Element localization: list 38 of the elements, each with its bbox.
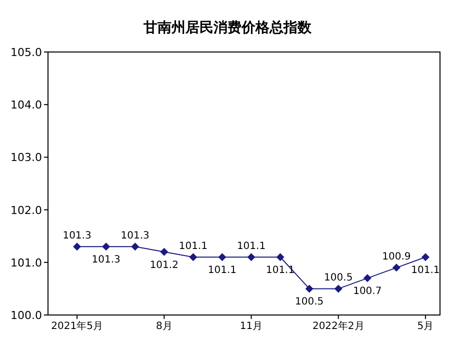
point	[392, 264, 400, 272]
point	[160, 248, 168, 256]
data-label: 100.5	[324, 272, 353, 284]
point	[363, 274, 372, 282]
x-tick-label: 2022年2月	[312, 320, 364, 332]
data-label: 101.3	[120, 230, 150, 242]
point	[131, 242, 140, 251]
data-label: 101.1	[208, 265, 237, 276]
data-label: 100.9	[382, 252, 411, 263]
data-label: 100.7	[353, 286, 382, 298]
y-tick-label: 102.0	[10, 204, 42, 217]
point	[247, 253, 256, 262]
x-tick-label: 11月	[240, 321, 263, 332]
data-label: 101.3	[92, 254, 120, 266]
x-tick-label: 2021年5月	[51, 320, 103, 332]
point	[334, 284, 342, 293]
x-tick-label: 8月	[156, 321, 172, 332]
point	[189, 253, 198, 262]
y-tick-label: 101.0	[10, 256, 42, 270]
point	[305, 284, 314, 293]
data-label: 100.5	[295, 296, 324, 308]
x-tick-label: 5月	[417, 321, 434, 332]
data-label: 101.1	[266, 265, 295, 276]
point	[218, 253, 226, 262]
point	[421, 253, 430, 262]
y-tick-label: 104.0	[10, 98, 42, 112]
y-tick-label: 103.0	[10, 151, 42, 164]
point	[73, 242, 82, 251]
data-label: 101.1	[178, 241, 208, 252]
y-tick-label: 105.0	[10, 46, 42, 59]
data-label: 101.3	[62, 230, 92, 242]
data-label: 101.1	[411, 265, 440, 276]
y-tick-label: 100.0	[10, 309, 42, 322]
point	[276, 253, 284, 262]
data-label: 101.1	[236, 241, 266, 252]
point	[102, 242, 110, 251]
chart-title: 甘南州居民消费价格总指数	[142, 20, 312, 36]
data-label: 101.2	[150, 260, 178, 271]
